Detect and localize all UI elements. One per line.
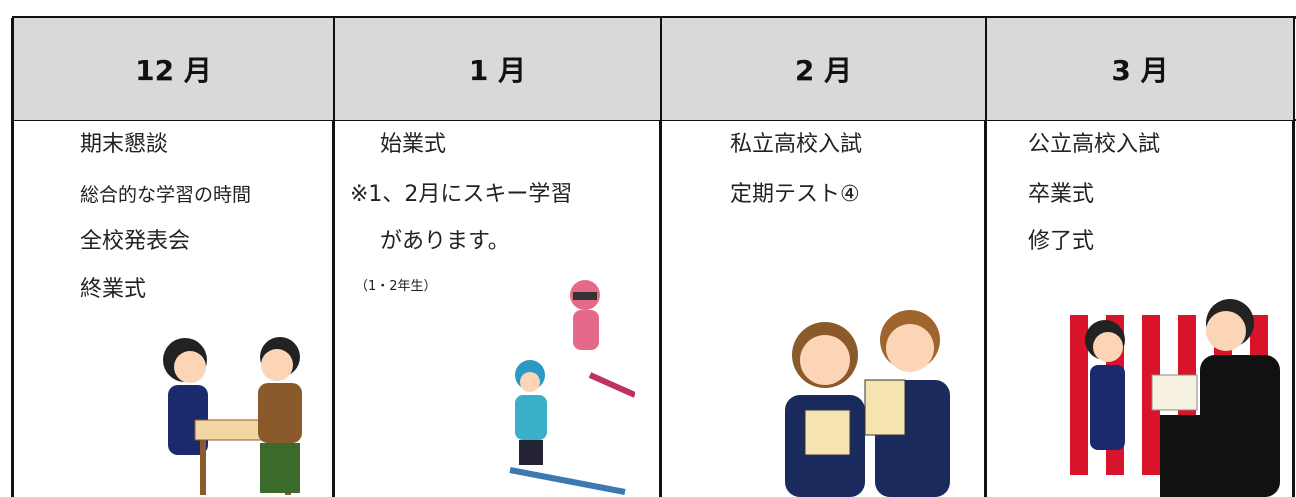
illustration-skiers — [509, 280, 635, 495]
month-header: 1 月 — [335, 18, 660, 120]
column-border — [659, 18, 662, 497]
column-border — [1292, 18, 1295, 497]
event-item: 卒業式 — [1028, 182, 1095, 207]
illustration-meeting — [163, 337, 302, 495]
header-border — [12, 119, 1296, 121]
column-border — [11, 18, 14, 497]
month-header: 2 月 — [662, 18, 985, 120]
event-item: 修了式 — [1028, 229, 1095, 254]
event-item: 全校発表会 — [80, 229, 191, 254]
event-item: があります。 — [380, 229, 510, 254]
event-item: （1・2年生） — [355, 279, 437, 294]
event-item: ※1、2月にスキー学習 — [350, 182, 573, 207]
event-item: 公立高校入試 — [1028, 132, 1161, 157]
top-border — [12, 16, 1296, 19]
column-border — [984, 18, 987, 497]
illustration-ceremony — [1060, 299, 1296, 497]
event-item: 定期テスト④ — [730, 182, 860, 207]
column-border — [332, 18, 335, 497]
event-item: 総合的な学習の時間 — [80, 184, 252, 206]
month-header: 3 月 — [987, 18, 1293, 120]
event-item: 期末懇談 — [80, 132, 169, 157]
event-item: 始業式 — [380, 132, 447, 157]
illustration-students — [785, 310, 950, 497]
event-item: 私立高校入試 — [730, 132, 863, 157]
month-header: 12 月 — [14, 18, 333, 120]
event-item: 終業式 — [80, 277, 147, 302]
